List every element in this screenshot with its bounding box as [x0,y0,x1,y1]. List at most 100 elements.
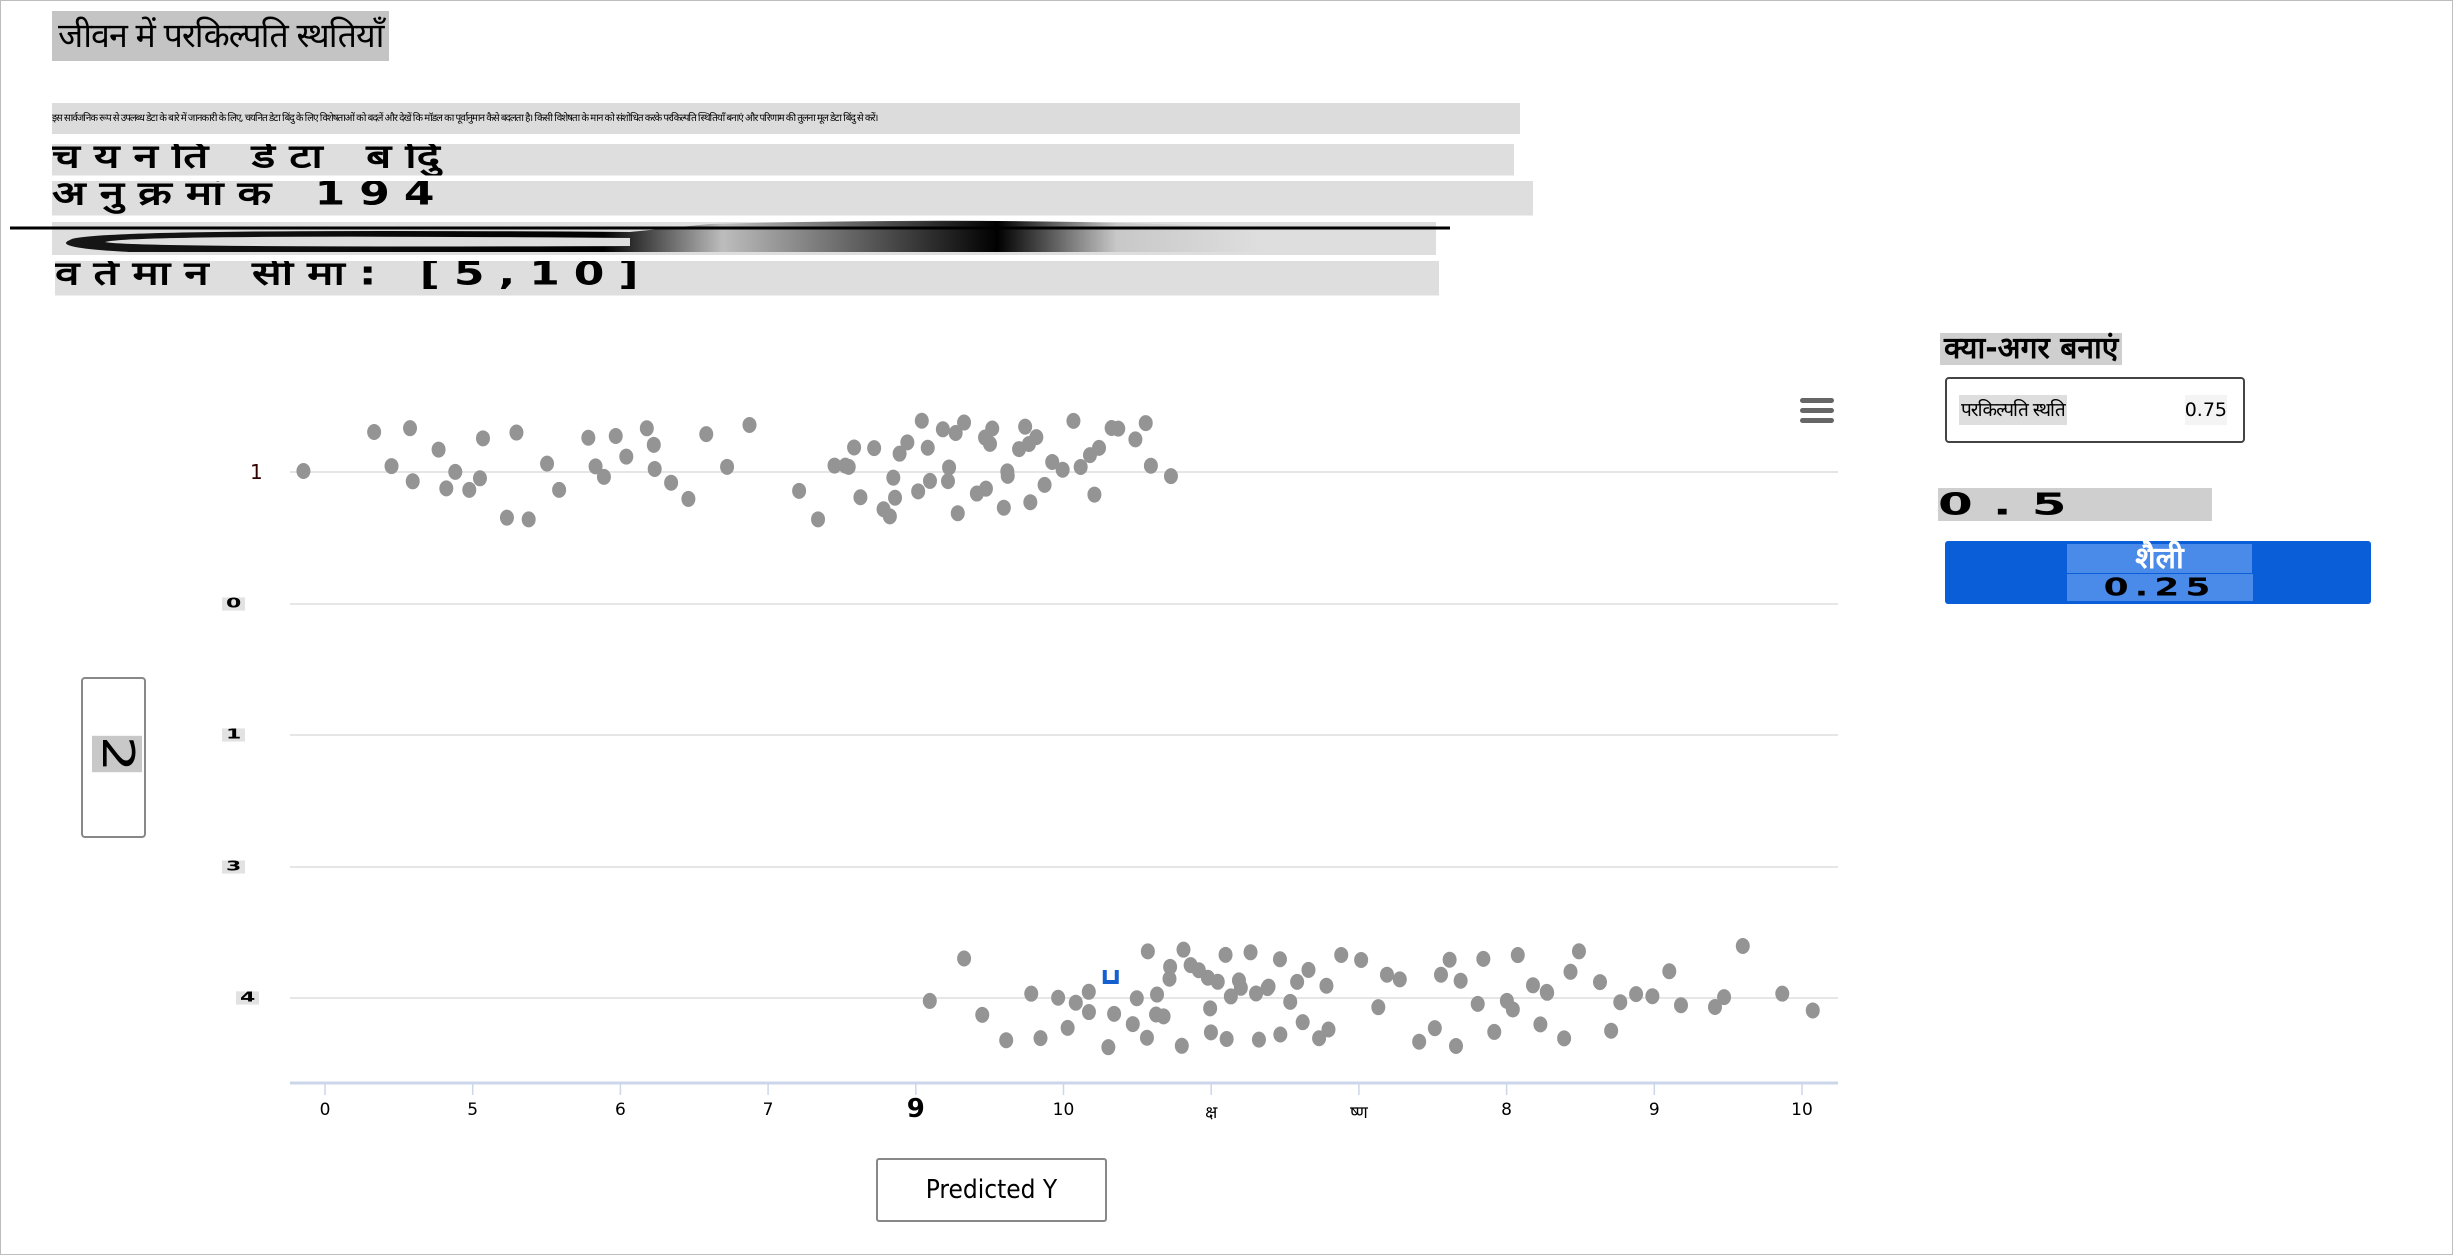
data-point[interactable] [1571,943,1586,960]
data-point[interactable] [367,424,382,441]
range-slider[interactable] [10,220,1450,255]
data-point[interactable] [1101,1039,1116,1056]
data-point[interactable] [882,508,897,525]
data-point[interactable] [1150,986,1165,1003]
data-point[interactable] [462,481,477,498]
data-point[interactable] [1592,974,1607,991]
data-point[interactable] [1273,1026,1288,1043]
data-point[interactable] [1629,986,1644,1003]
data-point[interactable] [1081,1004,1096,1021]
data-point[interactable] [509,424,524,441]
data-point[interactable] [1139,1029,1154,1046]
range-slider-track[interactable] [10,218,1450,258]
data-point[interactable] [1645,988,1660,1005]
data-point[interactable] [1557,1030,1572,1047]
data-point[interactable] [892,445,907,462]
data-point[interactable] [1717,989,1732,1006]
data-point[interactable] [1066,412,1081,429]
data-point[interactable] [1662,963,1677,980]
data-point[interactable] [1510,947,1525,964]
data-point[interactable] [911,483,926,500]
feature-dropdown[interactable]: परकिल्पति स्थति 0.75 [1945,377,2245,443]
data-point[interactable] [499,509,514,526]
data-point[interactable] [1218,946,1233,963]
data-point[interactable] [1295,1014,1310,1031]
data-point[interactable] [403,420,418,437]
data-point[interactable] [920,439,935,456]
data-point[interactable] [1231,972,1246,989]
data-point[interactable] [664,474,679,491]
data-point[interactable] [940,473,955,490]
data-point[interactable] [1092,439,1107,456]
data-point[interactable] [647,460,662,477]
data-point[interactable] [1453,972,1468,989]
data-point[interactable] [1470,995,1485,1012]
data-point[interactable] [1533,1016,1548,1033]
data-point[interactable] [1312,1030,1327,1047]
data-point[interactable] [1129,990,1144,1007]
data-point[interactable] [720,458,735,475]
data-point[interactable] [922,992,937,1009]
data-point[interactable] [1433,966,1448,983]
data-point[interactable] [1673,997,1688,1014]
data-point[interactable] [296,463,311,480]
data-point[interactable] [431,441,446,458]
data-point[interactable] [1261,978,1276,995]
data-point[interactable] [1249,985,1264,1002]
data-point[interactable] [1735,938,1750,955]
data-point[interactable] [1163,468,1178,485]
data-point[interactable] [1176,941,1191,958]
data-point[interactable] [1604,1022,1619,1039]
data-point[interactable] [639,420,654,437]
hamburger-menu-icon[interactable] [1800,398,1834,426]
data-point[interactable] [975,1006,990,1023]
data-point[interactable] [439,480,454,497]
data-point[interactable] [1775,985,1790,1002]
data-point[interactable] [581,429,596,446]
data-point[interactable] [1210,973,1225,990]
data-point[interactable] [1223,988,1238,1005]
data-point[interactable] [867,440,882,457]
data-point[interactable] [1371,999,1386,1016]
data-point[interactable] [1379,966,1394,983]
data-point[interactable] [1138,415,1153,432]
data-point[interactable] [1487,1023,1502,1040]
data-point[interactable] [1476,950,1491,967]
data-point[interactable] [942,459,957,476]
data-point[interactable] [792,482,807,499]
data-point[interactable] [1060,1019,1075,1036]
data-point[interactable] [1251,1031,1266,1048]
data-point[interactable] [1412,1033,1427,1050]
data-point[interactable] [1037,476,1052,493]
data-point[interactable] [552,481,567,498]
data-point[interactable] [588,458,603,475]
data-point[interactable] [1427,1020,1442,1037]
data-point[interactable] [1243,944,1258,961]
data-point[interactable] [540,455,555,472]
data-point[interactable] [1354,951,1369,968]
data-point[interactable] [811,511,826,528]
data-point[interactable] [521,511,536,528]
data-point[interactable] [1029,429,1044,446]
data-point[interactable] [999,1032,1014,1049]
data-point[interactable] [1033,1030,1048,1047]
data-point[interactable] [847,439,862,456]
data-point[interactable] [1073,458,1088,475]
data-point[interactable] [448,463,463,480]
data-point[interactable] [996,499,1011,516]
data-point[interactable] [1162,970,1177,987]
data-point[interactable] [1024,985,1039,1002]
data-point[interactable] [900,434,915,451]
data-point[interactable] [1156,1008,1171,1025]
data-point[interactable] [596,468,611,485]
data-point[interactable] [978,480,993,497]
data-point[interactable] [1143,457,1158,474]
data-point[interactable] [1319,977,1334,994]
data-point[interactable] [1081,983,1096,1000]
data-point[interactable] [1392,971,1407,988]
data-point[interactable] [950,505,965,522]
data-point[interactable] [1163,958,1178,975]
data-point[interactable] [384,458,399,475]
data-point[interactable] [957,950,972,967]
data-point[interactable] [1087,486,1102,503]
